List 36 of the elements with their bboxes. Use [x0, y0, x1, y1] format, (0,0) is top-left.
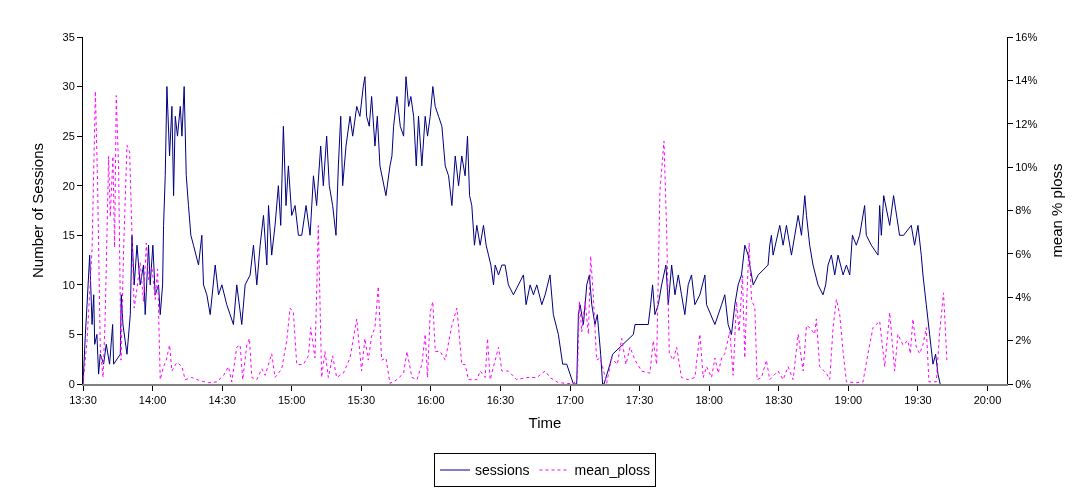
x-tick-label: 20:00 [973, 394, 1002, 407]
y-tick-label: 30 [62, 80, 75, 93]
y-tick-label: 20 [62, 179, 75, 192]
x-tick-label: 18:00 [695, 394, 723, 407]
x-tick-label: 19:30 [904, 394, 932, 407]
y2-tick-label: 16% [1015, 30, 1038, 43]
x-tick-label: 16:30 [486, 394, 515, 407]
x-tick-label: 13:30 [69, 394, 97, 407]
legend-label: sessions [475, 462, 530, 479]
y2-tick-label: 8% [1015, 204, 1032, 217]
y-tick-label: 25 [62, 129, 75, 142]
y-axis-title: Number of Sessions [28, 142, 46, 279]
x-tick-label: 14:00 [138, 394, 167, 407]
y2-tick-label: 6% [1015, 247, 1032, 260]
x-tick-label: 17:30 [625, 394, 654, 407]
y2-axis-title: mean % ploss [1048, 163, 1066, 258]
y-tick-label: 5 [68, 328, 75, 341]
x-tick-label: 16:00 [417, 394, 445, 407]
x-tick-label: 17:00 [556, 394, 584, 407]
y2-tick-label: 0% [1015, 377, 1032, 390]
y-tick-label: 0 [68, 377, 75, 390]
x-tick-label: 14:30 [208, 394, 236, 407]
y-tick-label: 35 [62, 30, 75, 43]
y2-tick-label: 10% [1015, 160, 1038, 173]
y2-tick-label: 4% [1015, 291, 1032, 304]
y-tick-label: 10 [62, 278, 75, 291]
x-tick-label: 15:30 [347, 394, 376, 407]
y-tick-label: 15 [62, 229, 75, 242]
x-tick-label: 15:00 [277, 394, 306, 407]
x-tick-label: 19:00 [834, 394, 863, 407]
x-axis-title: Time [528, 413, 562, 431]
y2-tick-label: 2% [1015, 334, 1032, 347]
y2-tick-label: 14% [1015, 74, 1038, 87]
legend-label: mean_ploss [574, 462, 650, 479]
y2-tick-label: 12% [1015, 117, 1038, 130]
x-tick-label: 18:30 [765, 394, 793, 407]
